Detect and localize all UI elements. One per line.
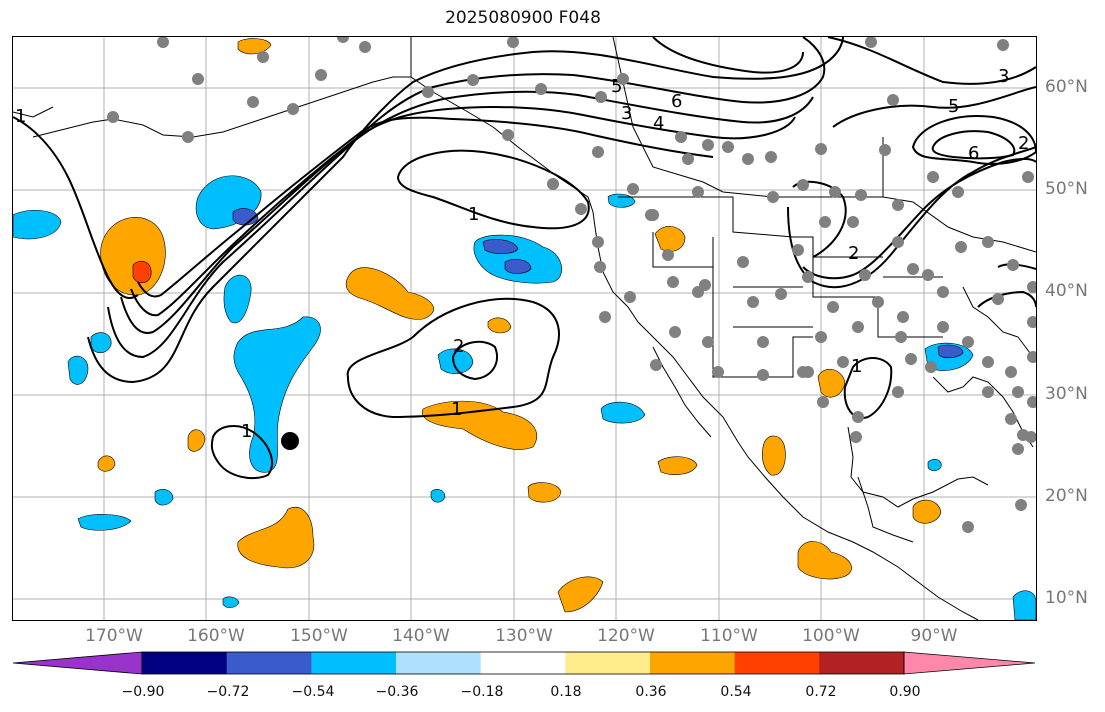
colorbar-tick-label: −0.54 xyxy=(291,684,335,700)
lon-label: 130°W xyxy=(495,626,553,646)
negative-blob xyxy=(927,458,942,472)
colorbar-segment xyxy=(480,652,566,674)
negative-blob xyxy=(13,209,62,240)
negative-blob xyxy=(67,355,89,385)
colorbar-tick-label: 0.54 xyxy=(720,684,752,700)
negative-blob xyxy=(77,514,132,531)
contour-label: 5 xyxy=(611,76,622,97)
negative-blob xyxy=(232,208,259,226)
contour-labels: 1 2 3 4 5 6 1 1 2 1 1 2 3 5 6 xyxy=(15,66,1029,442)
colorbar-segment xyxy=(311,652,397,674)
contour-label: 3 xyxy=(621,103,632,124)
positive-blob xyxy=(797,541,852,580)
negative-blob xyxy=(504,259,532,274)
negative-blob xyxy=(222,596,240,608)
shaded-regions xyxy=(13,38,1036,620)
positive-blob xyxy=(487,317,512,334)
map-canvas: 1 2 3 4 5 6 1 1 2 1 1 2 3 5 6 xyxy=(13,37,1036,620)
contour-label: 1 xyxy=(15,106,26,127)
positive-blob xyxy=(527,482,562,503)
positive-blob xyxy=(97,455,116,472)
colorbar-segment xyxy=(565,652,651,674)
lat-label: 10°N xyxy=(1045,588,1088,608)
lat-label: 20°N xyxy=(1045,486,1088,506)
contour-label: 2 xyxy=(848,243,859,264)
colorbar-tick-label: −0.36 xyxy=(375,684,419,700)
lon-label: 140°W xyxy=(392,626,450,646)
coastlines xyxy=(13,37,1036,620)
colorbar-segment xyxy=(819,652,905,674)
positive-blob xyxy=(657,456,698,475)
contour-label: 5 xyxy=(948,96,959,117)
negative-blob xyxy=(937,344,964,359)
contour-label: 1 xyxy=(451,399,462,420)
lon-label: 170°W xyxy=(85,626,143,646)
negative-blob xyxy=(607,193,636,208)
contour-label: 1 xyxy=(468,204,479,225)
colorbar-tick-label: 0.90 xyxy=(889,684,921,700)
colorbar-tick-label: −0.72 xyxy=(206,684,250,700)
contour-label: 1 xyxy=(241,421,252,442)
lon-label: 100°W xyxy=(802,626,860,646)
colorbar-tick-label: 0.72 xyxy=(805,684,837,700)
colorbar-tick-label: −0.90 xyxy=(121,684,165,700)
positive-blob xyxy=(912,499,942,524)
positive-blob xyxy=(422,400,538,450)
colorbar-segment xyxy=(142,652,228,674)
positive-blob xyxy=(237,38,272,55)
negative-blob xyxy=(482,239,519,254)
colorbar-segment xyxy=(734,652,820,674)
contour-label: 1 xyxy=(851,356,862,377)
negative-blob xyxy=(90,332,112,354)
contour-label: 3 xyxy=(998,66,1009,87)
colorbar-tick-label: 0.36 xyxy=(635,684,667,700)
map-title: 2025080900 F048 xyxy=(445,8,601,28)
lat-label: 30°N xyxy=(1045,384,1088,404)
contour-label: 6 xyxy=(968,143,979,164)
lat-label: 50°N xyxy=(1045,179,1088,199)
lon-label: 160°W xyxy=(187,626,245,646)
positive-blob xyxy=(817,369,846,398)
positive-blob xyxy=(100,217,166,296)
colorbar-outline xyxy=(141,651,905,675)
positive-blob xyxy=(761,435,786,476)
colorbar-extend-low xyxy=(12,651,143,675)
negative-blob xyxy=(1012,590,1036,620)
colorbar-tick-label: 0.18 xyxy=(550,684,582,700)
positive-blob xyxy=(187,429,206,452)
lon-label: 150°W xyxy=(290,626,348,646)
negative-blob xyxy=(600,401,646,424)
positive-blob xyxy=(132,260,152,284)
colorbar-svg xyxy=(12,651,1036,675)
positive-blob xyxy=(557,576,604,613)
colorbar xyxy=(12,651,1036,679)
contours xyxy=(13,37,1036,480)
negative-blob xyxy=(223,274,252,324)
highlight-marker xyxy=(281,432,299,450)
negative-blob xyxy=(430,488,446,503)
station-markers xyxy=(107,37,1036,533)
contour-label: 4 xyxy=(653,113,664,134)
colorbar-segment xyxy=(396,652,482,674)
lon-label: 120°W xyxy=(597,626,655,646)
contour-label: 6 xyxy=(671,91,682,112)
map-plot-area: 1 2 3 4 5 6 1 1 2 1 1 2 3 5 6 xyxy=(12,36,1037,621)
positive-blob xyxy=(237,507,315,569)
colorbar-tick-label: −0.18 xyxy=(460,684,504,700)
lon-label: 110°W xyxy=(700,626,758,646)
colorbar-segment xyxy=(650,652,736,674)
positive-blob xyxy=(345,267,434,320)
lat-label: 60°N xyxy=(1045,77,1088,97)
contour-label: 2 xyxy=(453,336,464,357)
contour-label: 2 xyxy=(1018,133,1029,154)
negative-blob xyxy=(154,489,174,506)
positive-blob xyxy=(654,226,686,252)
colorbar-extend-high xyxy=(903,651,1036,675)
lat-label: 40°N xyxy=(1045,281,1088,301)
lon-label: 90°W xyxy=(910,626,958,646)
negative-blob xyxy=(437,348,474,375)
colorbar-segment xyxy=(226,652,312,674)
